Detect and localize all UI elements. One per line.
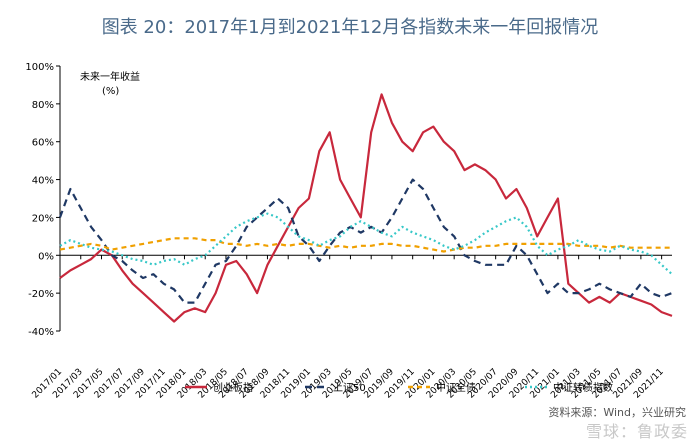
legend-label-2: 上证50 (333, 382, 366, 394)
watermark: 雪球：鲁政委 (585, 422, 688, 441)
y-tick-label: 0% (38, 251, 54, 262)
y-tick-label: 80% (32, 100, 54, 111)
legend-label-1: 创业板指 (213, 381, 253, 394)
y-tick-label: 60% (32, 138, 54, 149)
y-tick-label: 40% (32, 176, 54, 187)
y-tick-label: -20% (28, 289, 54, 300)
y-axis-label: 未来一年收益 (80, 70, 140, 83)
source-note: 资料来源：Wind，兴业研究 (548, 406, 686, 419)
legend-label-4: 中证转债指数 (553, 381, 613, 394)
series-line-2 (58, 178, 673, 304)
legend-label-3: 中证全债 (436, 381, 476, 394)
series-line-1 (59, 93, 673, 323)
chart-title: 图表 20：2017年1月到2021年12月各指数未来一年回报情况 (101, 17, 599, 38)
y-axis-unit: (%) (102, 86, 119, 97)
y-tick-label: 20% (32, 213, 54, 224)
series-line-3 (59, 237, 672, 253)
y-tick-label: 100% (25, 62, 54, 73)
series-line-4 (59, 212, 673, 276)
y-tick-label: -40% (28, 327, 54, 338)
